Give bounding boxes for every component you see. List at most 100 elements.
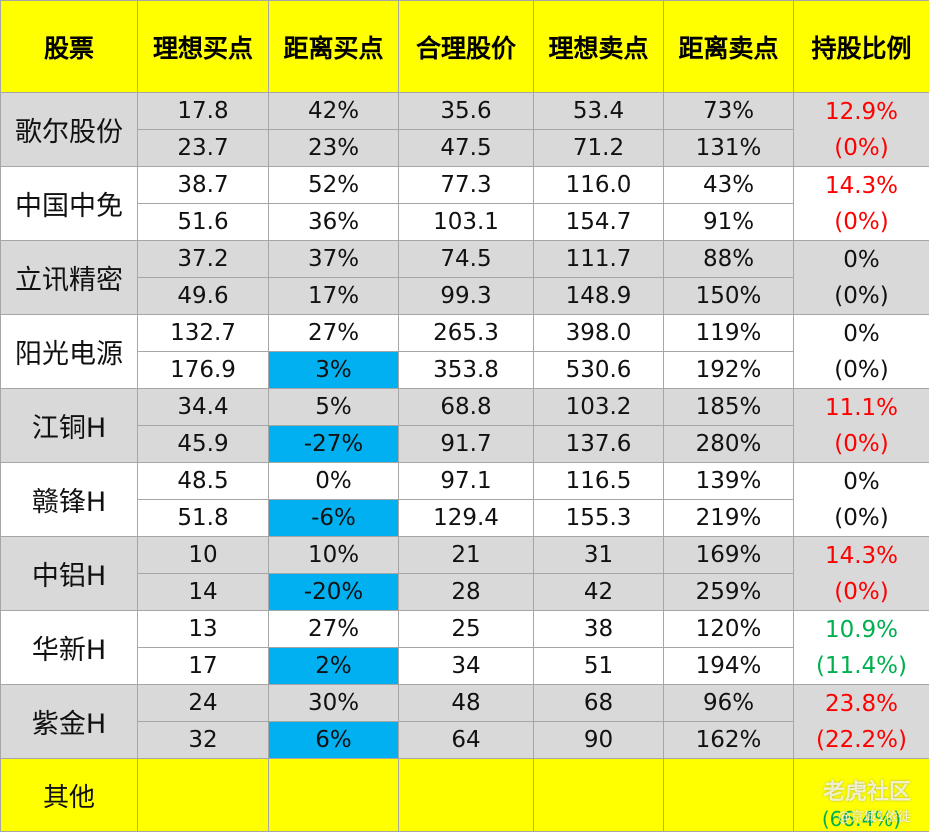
fair-price-cell: 99.3 — [398, 277, 534, 315]
fair-price-cell: 25 — [398, 610, 534, 648]
buy-distance-cell: 2% — [268, 647, 399, 685]
ideal-sell-cell: 116.5 — [533, 462, 664, 500]
fair-price-cell: 77.3 — [398, 166, 534, 204]
table-row: 赣锋H 48.5 0% 97.1 116.5 139% 0% (0%) — [0, 462, 929, 537]
ideal-buy-cell: 48.5 — [137, 462, 269, 500]
table-row-other: 其他 — [0, 758, 929, 832]
buy-distance-cell: 3% — [268, 351, 399, 389]
holding-ratio-current: 12.9% — [824, 98, 899, 125]
header-ideal-buy: 理想买点 — [137, 0, 269, 93]
empty-cell — [663, 758, 794, 832]
ideal-sell-cell: 111.7 — [533, 240, 664, 278]
holding-ratio-current: 14.3% — [824, 172, 899, 199]
ideal-buy-cell: 34.4 — [137, 388, 269, 426]
sell-distance-cell: 259% — [663, 573, 794, 611]
ideal-sell-cell: 103.2 — [533, 388, 664, 426]
buy-distance-cell: 27% — [268, 314, 399, 352]
fair-price-cell: 129.4 — [398, 499, 534, 537]
ideal-sell-cell: 42 — [533, 573, 664, 611]
holding-ratio-target: (0%) — [834, 134, 889, 161]
holding-ratio-target: (0%) — [834, 208, 889, 235]
ideal-sell-cell: 116.0 — [533, 166, 664, 204]
ideal-sell-cell: 51 — [533, 647, 664, 685]
ideal-buy-cell: 132.7 — [137, 314, 269, 352]
sell-distance-cell: 192% — [663, 351, 794, 389]
fair-price-cell: 265.3 — [398, 314, 534, 352]
buy-distance-cell: 36% — [268, 203, 399, 241]
buy-distance-cell: 5% — [268, 388, 399, 426]
empty-cell — [268, 758, 399, 832]
sell-distance-cell: 169% — [663, 536, 794, 574]
fair-price-cell: 103.1 — [398, 203, 534, 241]
table-row: 华新H 13 27% 25 38 120% 10.9% (11.4%) — [0, 610, 929, 685]
stock-name: 赣锋H — [0, 462, 138, 537]
ideal-sell-cell: 530.6 — [533, 351, 664, 389]
fair-price-cell: 35.6 — [398, 92, 534, 130]
empty-cell — [398, 758, 534, 832]
buy-distance-cell: -20% — [268, 573, 399, 611]
sell-distance-cell: 162% — [663, 721, 794, 759]
table-row: 23.7 23% 47.5 71.2 131% — [1, 129, 929, 167]
fair-price-cell: 47.5 — [398, 129, 534, 167]
table-row: 紫金H 24 30% 48 68 96% 23.8% (22.2%) — [0, 684, 929, 759]
sell-distance-cell: 43% — [663, 166, 794, 204]
ideal-sell-cell: 38 — [533, 610, 664, 648]
holding-ratio-target: (0%) — [834, 356, 889, 383]
holding-ratio-cell: 0% (0%) — [793, 462, 929, 537]
table-row: 176.9 3% 353.8 530.6 192% — [1, 351, 929, 389]
holding-ratio-current: 11.1% — [824, 394, 899, 421]
ideal-sell-cell: 90 — [533, 721, 664, 759]
sell-distance-cell: 139% — [663, 462, 794, 500]
ideal-buy-cell: 45.9 — [137, 425, 269, 463]
buy-distance-cell: 10% — [268, 536, 399, 574]
buy-distance-cell: 30% — [268, 684, 399, 722]
buy-distance-cell: 6% — [268, 721, 399, 759]
buy-distance-cell: -27% — [268, 425, 399, 463]
holding-ratio-current: 0% — [843, 468, 880, 495]
holding-ratio-target: (0%) — [834, 282, 889, 309]
ideal-buy-cell: 14 — [137, 573, 269, 611]
table-row: 歌尔股份 17.8 42% 35.6 53.4 73% 12.9% (0%) — [0, 92, 929, 167]
table-row: 中国中免 38.7 52% 77.3 116.0 43% 14.3% (0%) — [0, 166, 929, 241]
fair-price-cell: 97.1 — [398, 462, 534, 500]
holding-ratio-target: (0%) — [834, 430, 889, 457]
ideal-buy-cell: 13 — [137, 610, 269, 648]
ideal-buy-cell: 32 — [137, 721, 269, 759]
header-ideal-sell: 理想卖点 — [533, 0, 664, 93]
fair-price-cell: 28 — [398, 573, 534, 611]
sell-distance-cell: 150% — [663, 277, 794, 315]
holding-ratio-cell: 11.1% (0%) — [793, 388, 929, 463]
holding-ratio-cell: 14.3% (0%) — [793, 536, 929, 611]
ideal-buy-cell: 37.2 — [137, 240, 269, 278]
table-row: 立讯精密 37.2 37% 74.5 111.7 88% 0% (0%) — [0, 240, 929, 315]
holding-ratio-cell: 10.9% (11.4%) — [793, 610, 929, 685]
holding-ratio-current: 14.3% — [824, 542, 899, 569]
ideal-sell-cell: 53.4 — [533, 92, 664, 130]
sell-distance-cell: 88% — [663, 240, 794, 278]
table-row: 17 2% 34 51 194% — [1, 647, 929, 685]
stock-name: 歌尔股份 — [0, 92, 138, 167]
sell-distance-cell: 91% — [663, 203, 794, 241]
sell-distance-cell: 185% — [663, 388, 794, 426]
ideal-buy-cell: 17 — [137, 647, 269, 685]
holding-ratio-current: 23.8% — [824, 690, 899, 717]
table-row: 14 -20% 28 42 259% — [1, 573, 929, 611]
holding-ratio-current: 0% — [843, 246, 880, 273]
ideal-sell-cell: 148.9 — [533, 277, 664, 315]
table-row: 51.8 -6% 129.4 155.3 219% — [1, 499, 929, 537]
table-row: 阳光电源 132.7 27% 265.3 398.0 119% 0% (0%) — [0, 314, 929, 389]
buy-distance-cell: 42% — [268, 92, 399, 130]
fair-price-cell: 34 — [398, 647, 534, 685]
fair-price-cell: 91.7 — [398, 425, 534, 463]
buy-distance-cell: 37% — [268, 240, 399, 278]
sell-distance-cell: 119% — [663, 314, 794, 352]
fair-price-cell: 68.8 — [398, 388, 534, 426]
sell-distance-cell: 96% — [663, 684, 794, 722]
ideal-sell-cell: 155.3 — [533, 499, 664, 537]
table-row: 江铜H 34.4 5% 68.8 103.2 185% 11.1% (0%) — [0, 388, 929, 463]
ideal-buy-cell: 49.6 — [137, 277, 269, 315]
header-fair-price: 合理股价 — [398, 0, 534, 93]
table-row: 51.6 36% 103.1 154.7 91% — [1, 203, 929, 241]
table-row: 45.9 -27% 91.7 137.6 280% — [1, 425, 929, 463]
